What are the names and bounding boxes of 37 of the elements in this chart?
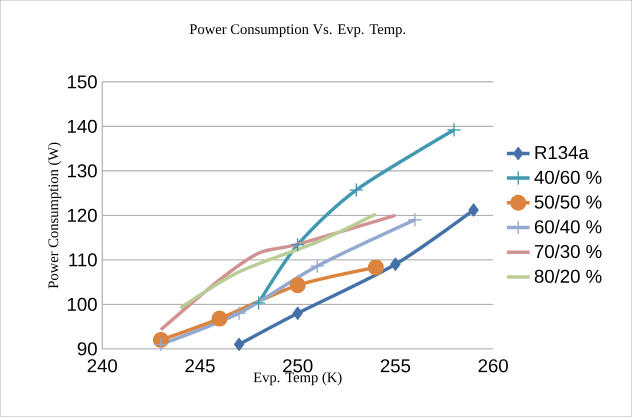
point [290,277,306,294]
x-tick-label: 260 [478,359,508,372]
x-tick-label: 240 [88,359,118,372]
y-tick-label: 130 [68,164,97,178]
legend-label: 60/40 % [534,220,602,234]
point [468,203,479,217]
point [292,306,303,320]
y-tick-label: 110 [69,253,97,266]
point [232,306,246,321]
point [154,337,168,352]
legend-label: 50/50 % [534,194,602,209]
point [251,296,266,310]
point [310,258,325,274]
legend-label: 70/30 % [534,244,602,258]
point [390,258,401,271]
y-tick-label: 90 [78,342,97,356]
point [234,338,244,351]
point [290,237,305,252]
legend-label: 40/60 % [534,170,602,184]
chart-title: Power Consumption Vs. Evp. Temp. [190,24,406,38]
point [212,310,228,327]
legend-label: R134a [535,146,589,160]
y-tick-label: 150 [68,75,97,88]
y-tick-label: 120 [68,208,97,222]
x-tick-label: 255 [380,359,410,372]
point [408,212,422,228]
legend-label: 80/20 % [534,269,602,283]
x-tick-label: 250 [283,359,312,372]
point [446,122,462,138]
x-tick-label: 245 [185,359,215,372]
y-tick-label: 140 [68,120,97,133]
point [349,182,364,198]
line-series [178,212,378,310]
x-axis-title: Evp. Temp (K) [254,372,342,386]
point [368,259,384,276]
y-axis-title: Power Consumption (W) [48,142,62,288]
y-tick-label: 100 [68,298,97,311]
